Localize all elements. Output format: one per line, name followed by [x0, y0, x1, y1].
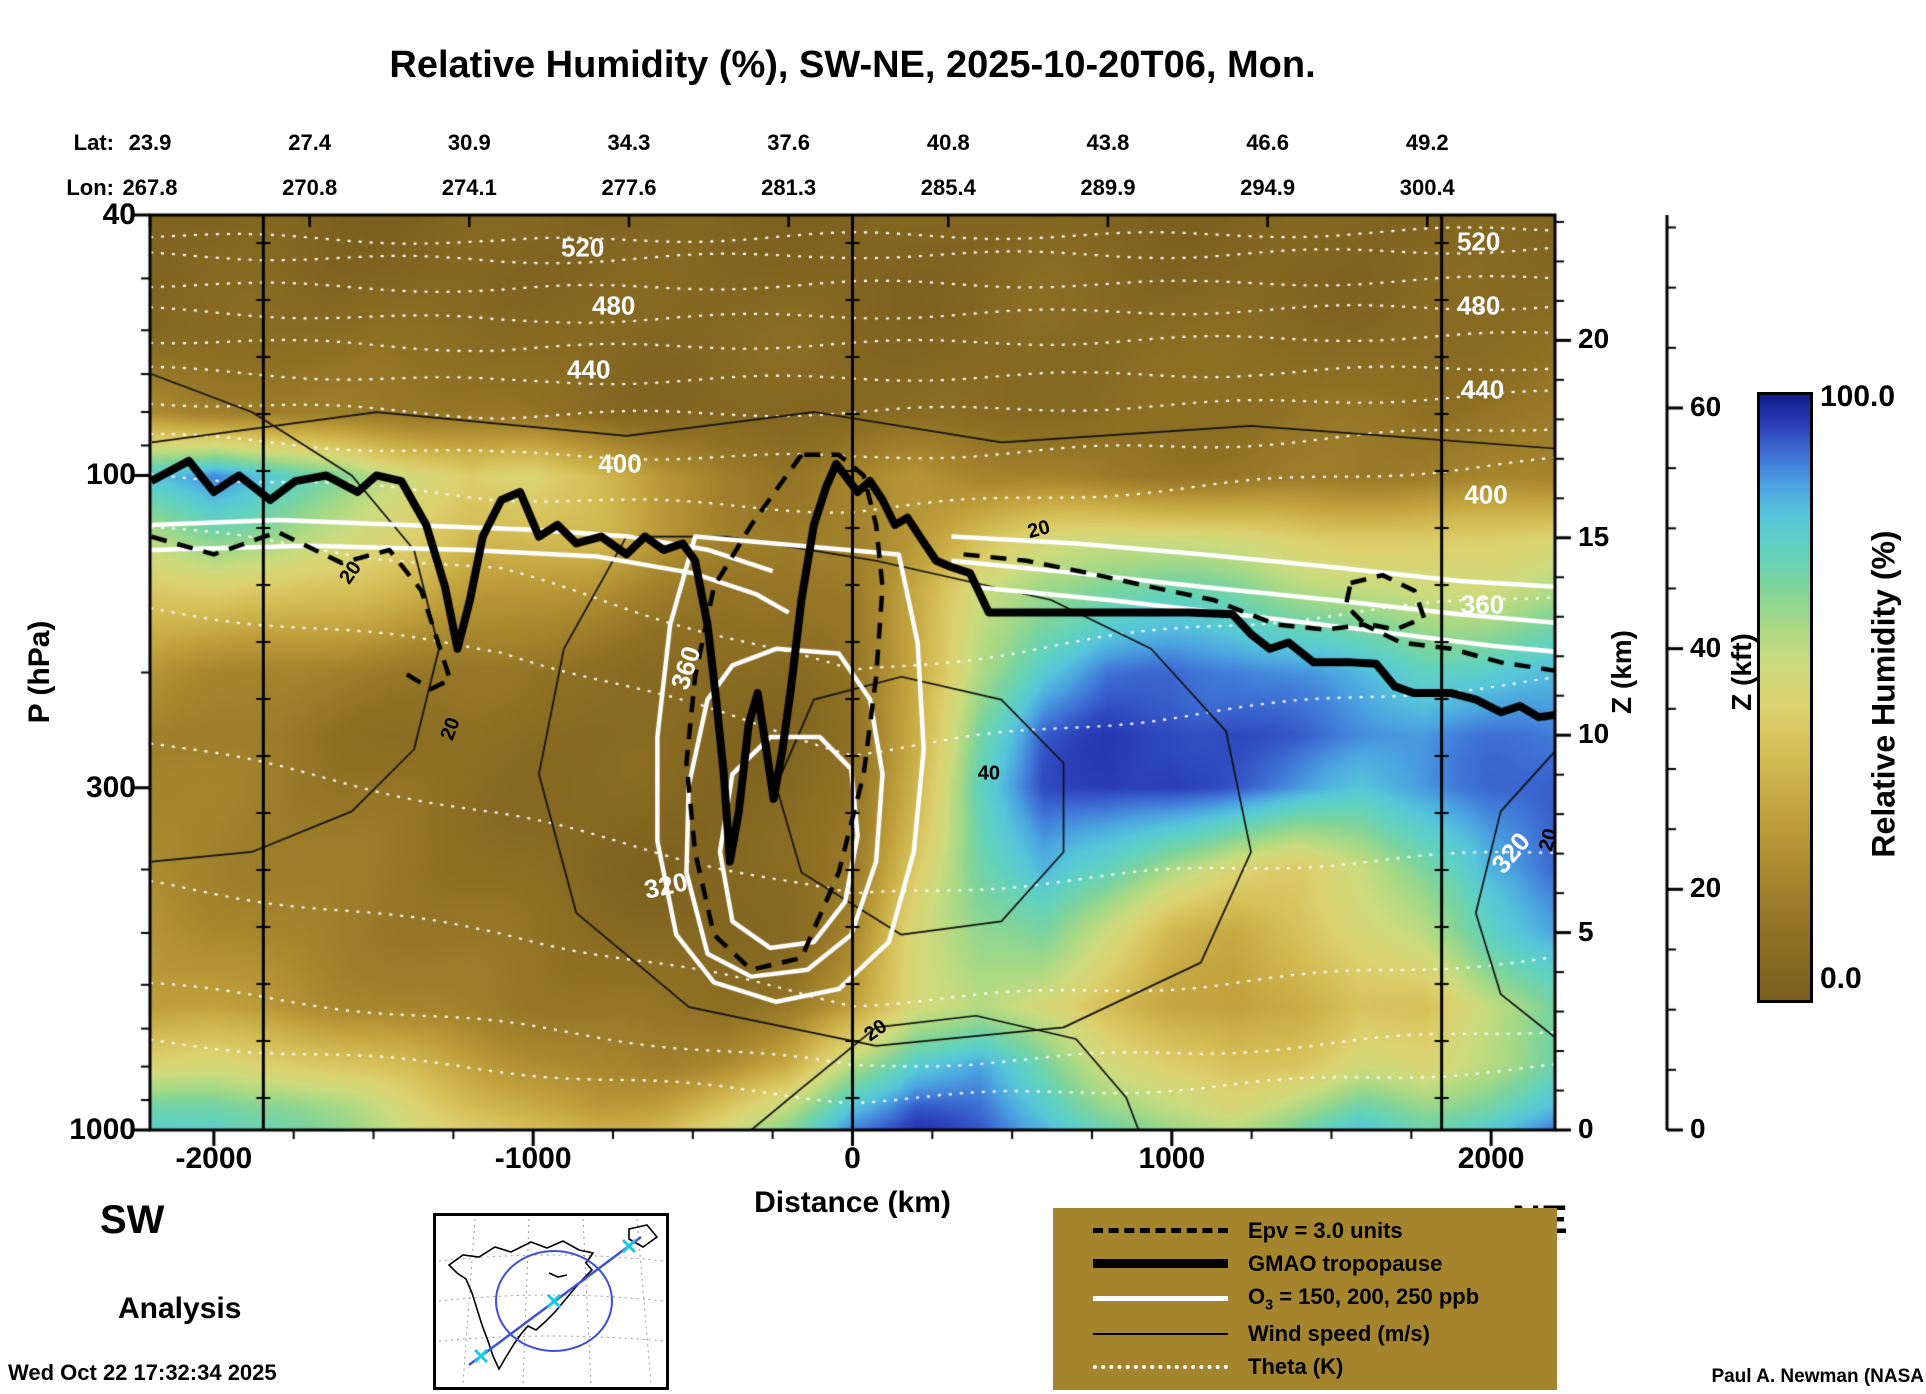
legend-item-label: O3 = 150, 200, 250 ppb	[1248, 1284, 1480, 1314]
colorbar-min-label: 0.0	[1820, 962, 1862, 995]
lon-tick-value: 267.8	[122, 175, 178, 200]
z-kft-tick-label: 20	[1690, 872, 1722, 904]
z-km-tick-label: 20	[1578, 323, 1610, 355]
lon-tick-value: 285.4	[920, 175, 976, 200]
legend-line-sample-dashed-black	[1093, 1228, 1228, 1234]
inset-locator-map	[433, 1213, 669, 1390]
lon-tick-value: 294.9	[1240, 175, 1296, 200]
lat-axis-prefix: Lat:	[73, 130, 114, 155]
lat-tick-value: 30.9	[447, 130, 491, 155]
z-km-tick-label: 5	[1578, 915, 1594, 947]
pressure-tick-label: 1000	[69, 1113, 136, 1146]
transect-markers	[473, 1238, 637, 1364]
lat-tick-value: 40.8	[926, 130, 970, 155]
lat-tick-value: 46.6	[1246, 130, 1290, 155]
lat-tick-value: 43.8	[1086, 130, 1130, 155]
z-km-axis-title: Z (km)	[1606, 630, 1637, 714]
lon-tick-value: 277.6	[601, 175, 657, 200]
legend-item: Theta (K)	[1093, 1354, 1557, 1380]
lat-tick-value: 37.6	[767, 130, 811, 155]
legend-line-sample-white-solid	[1093, 1296, 1228, 1302]
legend-item-label: GMAO tropopause	[1248, 1250, 1443, 1276]
lat-tick-value: 49.2	[1405, 130, 1449, 155]
transect-circle	[495, 1250, 613, 1352]
distance-tick-label: 0	[844, 1142, 861, 1175]
z-km-tick-label: 15	[1578, 520, 1610, 552]
pressure-axis-title: P (hPa)	[23, 620, 56, 724]
legend-item-label: Epv = 3.0 units	[1248, 1217, 1403, 1243]
z-kft-tick-label: 40	[1690, 631, 1722, 663]
legend-item: Epv = 3.0 units	[1093, 1218, 1557, 1244]
legend-line-sample-white-dotted	[1093, 1365, 1228, 1370]
z-km-tick-label: 10	[1578, 718, 1610, 750]
chart-title: Relative Humidity (%), SW-NE, 2025-10-20…	[389, 44, 1316, 86]
coastline-path	[447, 1224, 659, 1371]
lat-tick-value: 23.9	[128, 130, 172, 155]
pressure-tick-label: 40	[102, 198, 136, 231]
legend-item-label: Theta (K)	[1248, 1354, 1344, 1380]
colorbar-title: Relative Humidity (%)	[1865, 530, 1902, 858]
z-kft-tick-label: 0	[1690, 1113, 1706, 1144]
legend-line-sample-thin-black	[1093, 1332, 1228, 1335]
lat-tick-value: 34.3	[607, 130, 651, 155]
sw-endpoint-label: SW	[100, 1198, 165, 1242]
lon-tick-value: 274.1	[441, 175, 497, 200]
distance-tick-label: 1000	[1138, 1142, 1206, 1175]
credit-text: Paul A. Newman (NASA	[1711, 1366, 1924, 1387]
analysis-label: Analysis	[118, 1292, 242, 1325]
colorbar-gradient	[1760, 395, 1810, 1000]
distance-tick-label: -2000	[175, 1142, 253, 1175]
z-kft-tick-label: 60	[1690, 390, 1722, 422]
legend-item: O3 = 150, 200, 250 ppb	[1093, 1284, 1557, 1314]
colorbar-max-label: 100.0	[1820, 380, 1896, 413]
pressure-tick-label: 300	[85, 770, 136, 804]
lon-tick-value: 270.8	[282, 175, 338, 200]
z-km-tick-label: 0	[1578, 1113, 1594, 1144]
creation-timestamp: Wed Oct 22 17:32:34 2025	[8, 1360, 277, 1385]
lat-tick-value: 27.4	[288, 130, 332, 155]
legend-line-sample-thick-black	[1093, 1259, 1228, 1269]
lon-tick-value: 300.4	[1399, 175, 1455, 200]
distance-axis-title: Distance (km)	[754, 1186, 951, 1219]
pressure-tick-label: 100	[85, 458, 136, 492]
lon-tick-value: 289.9	[1080, 175, 1136, 200]
legend-item-label: Wind speed (m/s)	[1248, 1320, 1430, 1346]
lon-tick-value: 281.3	[761, 175, 817, 200]
colorbar	[1757, 392, 1813, 1003]
legend-item: GMAO tropopause	[1093, 1251, 1557, 1277]
lon-axis-prefix: Lon:	[66, 175, 114, 200]
legend-item: Wind speed (m/s)	[1093, 1321, 1557, 1347]
distance-tick-label: 2000	[1457, 1142, 1525, 1175]
legend-box: Epv = 3.0 units GMAO tropopause O3 = 150, …	[1053, 1208, 1557, 1390]
distance-tick-label: -1000	[494, 1142, 572, 1175]
